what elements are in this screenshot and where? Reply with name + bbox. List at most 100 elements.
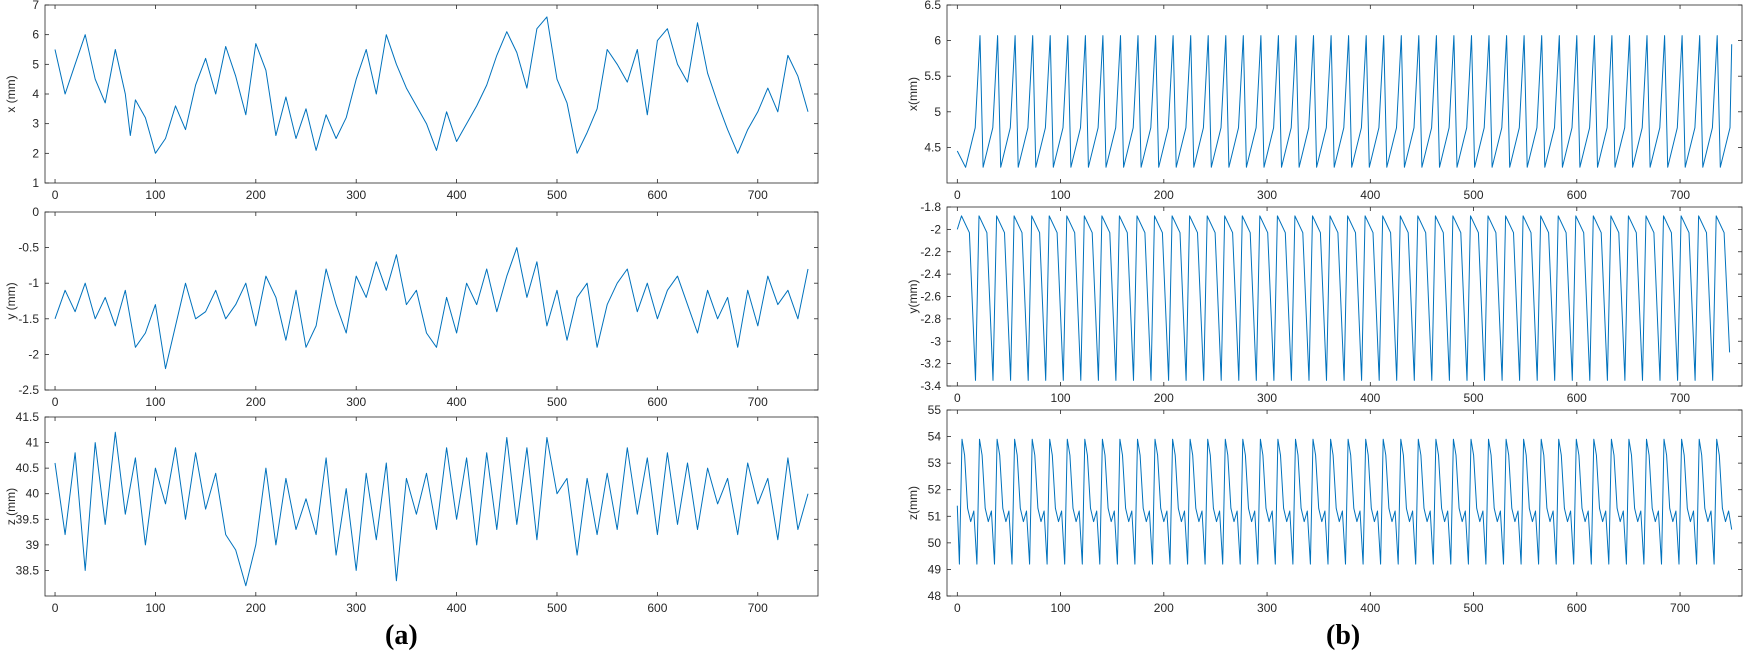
x-tick-label: 600 [1567,391,1587,405]
chart-a-y: 0 100 200 300 400 500 600 700 -2.5 -2 -1.5 -1 -0.5 0 y… [4,205,819,409]
x-tick-label: 300 [1257,601,1277,615]
x-tick-label: 700 [748,601,768,615]
y-tick-label: -1.8 [920,200,941,214]
y-tick-label: 4 [32,87,39,101]
x-tick-label: 500 [547,395,567,409]
series-line [956,35,1733,168]
y-tick-label: 3 [32,117,39,131]
y-tick-label: 51 [928,509,942,523]
x-tick-label: 400 [1360,601,1380,615]
y-tick-label: 4.5 [924,140,941,154]
y-tick-label: 2 [32,146,39,160]
series-line [956,438,1733,565]
x-tick-label: 100 [1051,188,1071,202]
x-tick-label: 500 [547,601,567,615]
x-tick-label: 0 [954,188,961,202]
y-tick-label: 38.5 [16,563,40,577]
y-tick-label: -1.5 [18,312,39,326]
x-tick-label: 700 [1670,601,1690,615]
series-line [54,431,809,587]
y-tick-label: -3.2 [920,357,941,371]
y-tick-label: 41 [26,436,40,450]
series-line [956,215,1731,381]
panel-label-a: (a) [385,620,418,651]
plot-frame [946,4,1743,184]
x-tick-label: 200 [1154,188,1174,202]
x-tick-label: 700 [1670,188,1690,202]
x-tick-label: 200 [1154,601,1174,615]
x-tick-label: 0 [52,188,59,202]
y-axis-label: z (mm) [4,488,18,525]
x-tick-label: 100 [145,395,165,409]
x-tick-label: 200 [246,395,266,409]
x-tick-label: 700 [1670,391,1690,405]
y-tick-label: 5 [934,105,941,119]
chart-b-z: 0 100 200 300 400 500 600 700 48 49 50 51 52 53 54 55 z(… [906,403,1743,615]
x-tick-label: 600 [1567,188,1587,202]
series-line [54,247,809,370]
x-tick-label: 400 [447,601,467,615]
x-tick-label: 600 [647,395,667,409]
y-tick-label: -2.5 [18,383,39,397]
x-tick-label: 700 [748,395,768,409]
y-tick-label: 7 [32,0,39,12]
y-axis-label: z(mm) [906,486,920,520]
x-tick-label: 400 [447,395,467,409]
x-tick-label: 200 [246,601,266,615]
series-line [54,16,809,154]
x-tick-label: 100 [1051,601,1071,615]
y-tick-label: -1 [28,276,39,290]
y-axis-label: x (mm) [4,75,18,112]
y-tick-label: 1 [32,176,39,190]
y-tick-label: 50 [928,536,942,550]
y-tick-label: 52 [928,483,942,497]
x-tick-label: 600 [647,188,667,202]
y-tick-label: 6 [32,28,39,42]
x-tick-label: 600 [1567,601,1587,615]
y-tick-label: 39.5 [16,512,40,526]
x-tick-label: 500 [1464,391,1484,405]
y-tick-label: -2.6 [920,290,941,304]
x-tick-label: 200 [246,188,266,202]
y-tick-label: 0 [32,205,39,219]
y-tick-label: 55 [928,403,942,417]
y-tick-label: -2.2 [920,245,941,259]
x-tick-label: 300 [1257,391,1277,405]
x-tick-label: 400 [1360,188,1380,202]
x-tick-label: 400 [447,188,467,202]
chart-a-x: 0 100 200 300 400 500 600 700 1 2 3 4 5 6 7 x (mm) [4,0,819,202]
y-tick-label: -3.4 [920,379,941,393]
x-tick-label: 100 [145,188,165,202]
x-tick-label: 400 [1360,391,1380,405]
y-tick-label: 40 [26,487,40,501]
x-tick-label: 0 [52,395,59,409]
x-tick-label: 300 [1257,188,1277,202]
plot-frame [44,4,819,184]
y-tick-label: -0.5 [18,241,39,255]
y-axis-label: y (mm) [4,282,18,319]
panel-label-b: (b) [1326,620,1361,651]
chart-b-x: 0 100 200 300 400 500 600 700 4.5 5 5.5 6 6.5 x(mm) [906,0,1743,202]
y-tick-label: -2.4 [920,267,941,281]
plot-frame [44,416,819,597]
x-tick-label: 0 [954,391,961,405]
y-tick-label: -3 [930,334,941,348]
y-tick-label: -2.8 [920,312,941,326]
x-tick-label: 300 [346,188,366,202]
y-tick-label: 6 [934,34,941,48]
y-tick-label: -2 [28,347,39,361]
x-tick-label: 500 [1464,601,1484,615]
x-tick-label: 100 [145,601,165,615]
x-tick-label: 100 [1051,391,1071,405]
x-tick-label: 500 [547,188,567,202]
x-tick-label: 200 [1154,391,1174,405]
y-tick-label: 54 [928,430,942,444]
x-tick-label: 0 [954,601,961,615]
x-tick-label: 500 [1464,188,1484,202]
y-tick-label: 39 [26,538,40,552]
y-axis-label: x(mm) [906,77,920,111]
y-tick-label: 49 [928,562,942,576]
x-tick-label: 300 [346,601,366,615]
y-tick-label: 48 [928,589,942,603]
chart-a-z: 0 100 200 300 400 500 600 700 38.5 39 39.5 40 40.5 41… [4,410,819,615]
